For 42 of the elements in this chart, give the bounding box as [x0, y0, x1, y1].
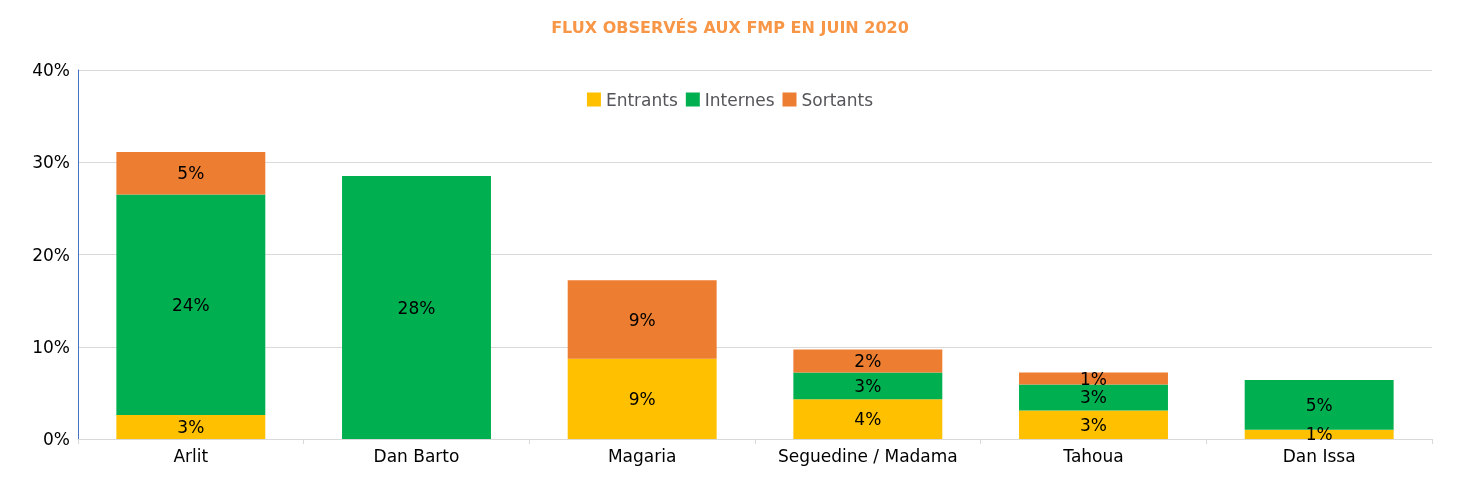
bar — [1019, 410, 1168, 439]
data-label: 3% — [854, 375, 882, 396]
bar — [567, 358, 717, 439]
legend-label: Entrants — [605, 89, 678, 110]
data-label: 3% — [1080, 387, 1107, 408]
x-tick-label: Dan Barto — [373, 445, 460, 466]
data-label: 9% — [628, 309, 656, 330]
bar — [793, 372, 943, 400]
data-label: 4% — [854, 409, 882, 430]
data-label: 3% — [177, 417, 205, 438]
x-tick-label: Dan Issa — [1282, 445, 1356, 466]
legend-label: Sortants — [801, 89, 874, 110]
data-label: 28% — [397, 297, 436, 318]
chart-title: FLUX OBSERVÉS AUX FMP EN JUIN 2020 — [551, 17, 909, 37]
bar — [116, 152, 266, 195]
y-tick-label: 0% — [43, 429, 70, 449]
data-label: 1% — [1080, 368, 1107, 389]
data-label: 24% — [171, 294, 210, 315]
x-tick-label: Arlit — [173, 445, 209, 466]
legend-label: Internes — [704, 89, 775, 110]
bar — [793, 349, 943, 373]
bar — [1244, 429, 1394, 439]
data-label: 9% — [628, 388, 656, 409]
x-tick-label: Seguedine / Madama — [777, 445, 958, 466]
bar — [1019, 372, 1168, 385]
y-tick-label: 40% — [32, 60, 70, 80]
x-tick-label: Magaria — [607, 445, 677, 466]
data-label: 5% — [1305, 394, 1333, 415]
data-label: 5% — [177, 163, 205, 184]
y-tick-label: 10% — [32, 336, 70, 357]
data-label: 1% — [1305, 424, 1333, 445]
bar — [342, 176, 491, 439]
data-label: 2% — [854, 351, 882, 372]
y-tick-label: 20% — [32, 244, 70, 265]
bar — [793, 399, 943, 439]
bar — [567, 280, 717, 359]
y-tick-label: 30% — [32, 152, 70, 173]
data-label: 3% — [1080, 414, 1107, 435]
bar — [1019, 384, 1168, 411]
bar — [116, 194, 266, 416]
x-tick-label: Tahoua — [1062, 445, 1124, 466]
bar — [116, 415, 266, 439]
